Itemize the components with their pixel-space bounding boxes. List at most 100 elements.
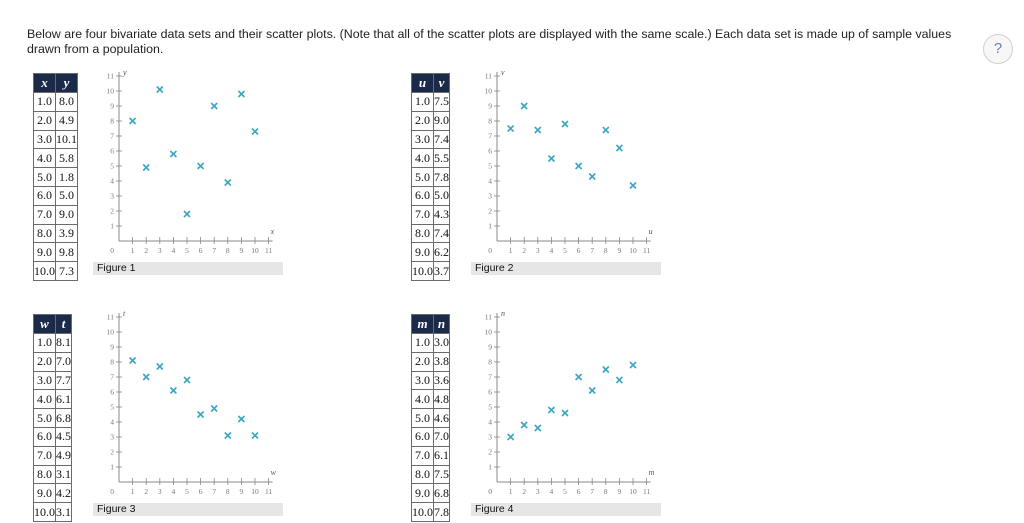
- cell-x: 5.0: [33, 167, 56, 187]
- data-point: [507, 433, 515, 441]
- data-point: [197, 162, 205, 170]
- x-axis-label: m: [649, 468, 655, 477]
- x-tick-label: 3: [536, 487, 540, 496]
- cell-x: 10.0: [33, 502, 56, 522]
- data-point: [169, 386, 177, 395]
- cell-y: 6.2: [433, 242, 450, 263]
- cell-x: 10.0: [411, 502, 434, 522]
- table-row: 3.0 3.6: [411, 370, 450, 391]
- column-header-y: v: [433, 73, 450, 93]
- y-tick-label: 6: [110, 147, 114, 156]
- data-point: [224, 178, 232, 187]
- x-tick-label: 8: [226, 487, 230, 496]
- y-tick-label: 2: [110, 448, 114, 457]
- data-point: [520, 102, 528, 110]
- data-point: [588, 172, 596, 181]
- figure-caption: Figure 1: [93, 262, 283, 275]
- data-point: [210, 102, 218, 110]
- cell-x: 4.0: [33, 148, 56, 169]
- data-point: [237, 415, 245, 423]
- data-point: [251, 127, 259, 136]
- x-tick-label: 9: [240, 487, 244, 496]
- data-point: [142, 163, 150, 172]
- table-row: 10.0 7.8: [411, 502, 450, 522]
- cell-y: 3.1: [55, 502, 72, 522]
- y-tick-label: 1: [110, 222, 114, 231]
- cell-x: 4.0: [33, 389, 56, 410]
- cell-y: 7.8: [433, 167, 450, 187]
- data-point: [224, 431, 232, 440]
- table-row: 8.0 7.4: [411, 223, 450, 244]
- origin-label: 0: [110, 246, 114, 255]
- cell-y: 7.5: [433, 92, 450, 112]
- x-tick-label: 6: [199, 487, 203, 496]
- x-tick-label: 4: [172, 487, 176, 496]
- x-tick-label: 2: [522, 246, 526, 255]
- y-tick-label: 9: [488, 343, 492, 352]
- cell-x: 10.0: [33, 261, 56, 281]
- table-row: 3.0 7.7: [33, 370, 72, 391]
- data-point: [629, 361, 637, 369]
- y-tick-label: 2: [488, 207, 492, 216]
- x-tick-label: 3: [536, 246, 540, 255]
- table-row: 9.0 6.8: [411, 483, 450, 504]
- cell-x: 6.0: [411, 426, 434, 447]
- data-point: [183, 210, 191, 218]
- cell-x: 6.0: [33, 185, 56, 206]
- y-tick-label: 7: [110, 373, 114, 382]
- data-point: [237, 90, 245, 98]
- cell-x: 8.0: [411, 223, 434, 244]
- table-row: 6.0 5.0: [411, 185, 450, 206]
- cell-x: 10.0: [411, 261, 434, 281]
- x-tick-label: 6: [577, 487, 581, 496]
- cell-y: 7.4: [433, 129, 450, 150]
- data-point: [561, 409, 569, 417]
- origin-label: 0: [488, 487, 492, 496]
- cell-x: 9.0: [33, 242, 56, 263]
- y-tick-label: 11: [485, 313, 492, 322]
- data-point: [534, 126, 542, 134]
- y-tick-label: 8: [110, 358, 114, 367]
- cell-x: 7.0: [33, 204, 56, 225]
- data-point: [534, 424, 542, 432]
- y-tick-label: 4: [110, 418, 114, 427]
- cell-y: 9.0: [433, 110, 450, 131]
- data-point: [169, 150, 177, 158]
- x-axis-label: x: [270, 227, 275, 236]
- y-tick-label: 4: [488, 418, 492, 427]
- cell-x: 1.0: [33, 92, 56, 112]
- column-header-x: x: [33, 73, 56, 93]
- table-row: 1.0 8.1: [33, 333, 72, 353]
- help-button[interactable]: ?: [983, 34, 1013, 64]
- x-tick-label: 2: [522, 487, 526, 496]
- cell-y: 9.0: [55, 204, 78, 225]
- x-tick-label: 4: [550, 487, 554, 496]
- y-tick-label: 6: [488, 147, 492, 156]
- y-tick-label: 11: [107, 72, 114, 81]
- cell-y: 6.8: [433, 483, 450, 504]
- data-point: [615, 144, 623, 152]
- cell-x: 7.0: [411, 445, 434, 466]
- data-point: [547, 154, 555, 163]
- table-row: 7.0 4.3: [411, 204, 450, 225]
- cell-x: 4.0: [411, 148, 434, 169]
- y-tick-label: 7: [488, 132, 492, 141]
- data-point: [602, 365, 610, 374]
- cell-x: 7.0: [33, 445, 56, 466]
- figure-caption: Figure 2: [471, 262, 661, 275]
- x-tick-label: 10: [629, 246, 637, 255]
- data-point: [210, 404, 218, 413]
- y-tick-label: 7: [488, 373, 492, 382]
- cell-y: 5.5: [433, 148, 450, 169]
- cell-x: 6.0: [411, 185, 434, 206]
- table-row: 4.0 4.8: [411, 389, 450, 410]
- table-row: 5.0 7.8: [411, 167, 450, 187]
- cell-y: 3.9: [55, 223, 78, 244]
- cell-y: 8.0: [55, 92, 78, 112]
- table-row: 8.0 3.9: [33, 223, 78, 244]
- cell-x: 3.0: [33, 129, 56, 150]
- y-tick-label: 4: [488, 177, 492, 186]
- cell-x: 5.0: [411, 408, 434, 428]
